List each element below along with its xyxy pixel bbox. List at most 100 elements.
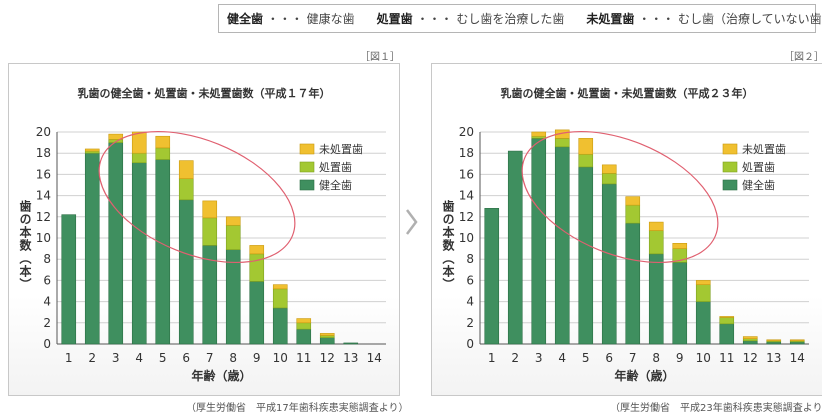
term-treated: 処置歯 <box>376 12 413 26</box>
bar-treated <box>531 135 547 139</box>
bar-healthy <box>84 152 100 345</box>
x-tick-label: 10 <box>696 351 711 365</box>
bar-untreated <box>648 221 664 231</box>
bar-treated <box>202 217 218 246</box>
source-2011: （厚生労働省 平成23年歯科疾患実態調査より） <box>610 403 822 414</box>
bar-treated <box>319 335 335 338</box>
bar-untreated <box>742 336 758 339</box>
bar-untreated <box>695 280 711 285</box>
bar-healthy <box>742 340 758 345</box>
bar-treated <box>296 322 312 330</box>
y-tick-label: 2 <box>466 316 474 330</box>
chevron-right-icon <box>406 209 418 235</box>
bar-untreated <box>131 131 147 154</box>
legend-swatch <box>722 179 738 191</box>
y-tick-label: 18 <box>459 146 474 160</box>
legend-swatch <box>722 143 738 155</box>
bar-healthy <box>131 162 147 345</box>
bar-untreated <box>84 148 100 152</box>
y-tick-label: 8 <box>466 252 474 266</box>
bar-healthy <box>343 342 359 345</box>
bar-treated <box>272 288 288 309</box>
bar-healthy <box>225 249 241 345</box>
fig1-label: ［図１］ <box>360 52 400 63</box>
legend-label: 健全歯 <box>742 178 775 192</box>
x-tick-label: 11 <box>719 351 734 365</box>
x-tick-label: 10 <box>273 351 288 365</box>
x-tick-label: 14 <box>367 351 382 365</box>
x-tick-label: 1 <box>488 351 496 365</box>
term-legend-untreated: 未処置歯 ・・・ むし歯（治療していない歯） <box>586 10 822 27</box>
chart-svg: 乳歯の健全歯・処置歯・未処置歯数（平成２３年）02468101214161820… <box>441 86 809 383</box>
x-tick-label: 8 <box>229 351 237 365</box>
x-tick-label: 14 <box>790 351 805 365</box>
legend-label: 未処置歯 <box>319 143 363 156</box>
bar-treated <box>601 173 617 185</box>
bar-untreated <box>155 135 171 149</box>
chart-title: 乳歯の健全歯・処置歯・未処置歯数（平成１７年） <box>78 86 331 100</box>
x-tick-label: 6 <box>182 351 190 365</box>
bar-treated <box>249 253 265 282</box>
legend-swatch <box>722 161 738 173</box>
x-tick-label: 5 <box>159 351 167 365</box>
legend-label: 処置歯 <box>319 161 352 174</box>
y-tick-label: 0 <box>43 337 51 351</box>
chart-title: 乳歯の健全歯・処置歯・未処置歯数（平成２３年） <box>501 86 754 100</box>
bar-healthy <box>766 341 782 345</box>
x-axis-label: 年齢（歳） <box>191 368 251 383</box>
legend-swatch <box>299 143 315 155</box>
bar-healthy <box>648 253 664 345</box>
bar-healthy <box>249 281 265 345</box>
legend-label: 健全歯 <box>319 178 352 192</box>
x-tick-label: 12 <box>743 351 758 365</box>
bar-healthy <box>531 138 547 345</box>
bar-untreated <box>531 131 547 137</box>
bar-untreated <box>319 333 335 336</box>
term-treated-desc: ・・・ むし歯を治療した歯 <box>416 12 565 26</box>
bar-healthy <box>61 214 77 345</box>
x-axis-label: 年齢（歳） <box>614 368 674 383</box>
chart-panel-2011: 乳歯の健全歯・処置歯・未処置歯数（平成２３年） 0 2 4 6 8 10 12 14 16 18 20… <box>431 63 822 396</box>
x-tick-label: 2 <box>88 351 96 365</box>
x-tick-label: 4 <box>135 351 143 365</box>
bar-untreated <box>672 243 688 249</box>
term-legend-treated: 処置歯 ・・・ むし歯を治療した歯 <box>377 10 565 27</box>
x-tick-label: 9 <box>253 351 261 365</box>
x-tick-label: 1 <box>65 351 73 365</box>
y-tick-label: 14 <box>36 189 51 203</box>
highlight-ellipse <box>98 130 296 264</box>
term-untreated-desc: ・・・ むし歯（治療していない歯） <box>638 12 822 26</box>
y-tick-label: 20 <box>36 125 51 139</box>
bar-healthy <box>484 208 500 345</box>
bar-untreated <box>225 216 241 226</box>
x-tick-label: 7 <box>629 351 637 365</box>
x-tick-label: 6 <box>605 351 613 365</box>
bar-treated <box>131 152 147 164</box>
legend-swatch <box>299 161 315 173</box>
bar-healthy <box>789 341 805 345</box>
x-tick-label: 12 <box>320 351 335 365</box>
y-tick-label: 6 <box>466 273 474 287</box>
legend-label: 処置歯 <box>742 161 775 174</box>
x-tick-label: 7 <box>206 351 214 365</box>
bar-untreated <box>601 164 617 174</box>
x-tick-label: 4 <box>558 351 566 365</box>
bar-healthy <box>554 146 570 345</box>
bar-untreated <box>296 318 312 324</box>
highlight-ellipse <box>521 130 719 264</box>
bar-treated <box>554 138 570 148</box>
y-tick-label: 16 <box>36 167 51 181</box>
y-tick-label: 4 <box>466 295 474 309</box>
source-2005: （厚生労働省 平成17年歯科疾患実態調査より） <box>186 403 409 414</box>
term-healthy: 健全歯 <box>227 12 264 26</box>
chart-svg: 乳歯の健全歯・処置歯・未処置歯数（平成１７年）02468101214161820… <box>18 86 386 383</box>
bar-treated <box>648 230 664 255</box>
y-tick-label: 12 <box>459 210 474 224</box>
bar-treated <box>719 317 735 325</box>
bar-treated <box>178 178 194 201</box>
bar-healthy <box>625 222 641 345</box>
x-tick-label: 13 <box>766 351 781 365</box>
x-tick-label: 3 <box>535 351 543 365</box>
y-tick-label: 10 <box>36 231 51 245</box>
bar-untreated <box>178 160 194 179</box>
